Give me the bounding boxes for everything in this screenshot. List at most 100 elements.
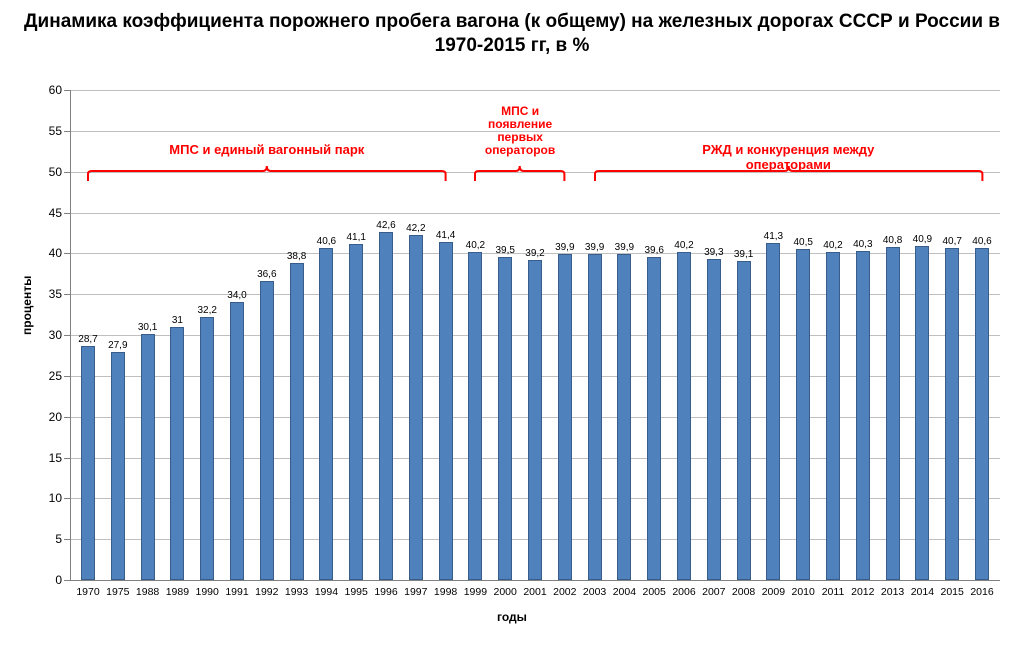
bar: 32,2 [200, 317, 214, 580]
bar: 39,2 [528, 260, 542, 580]
bar: 27,9 [111, 352, 125, 580]
bar-value-label: 40,7 [942, 236, 961, 247]
bar-value-label: 41,3 [764, 231, 783, 242]
plot-area: 05101520253035404550556028,7197027,91975… [70, 90, 1000, 580]
x-tick-label: 1999 [464, 586, 487, 598]
y-tick-label: 30 [49, 328, 62, 342]
bar: 28,7 [81, 346, 95, 580]
annotation-label: МПС и появление первых операторов [485, 105, 555, 158]
bar-value-label: 40,5 [793, 237, 812, 248]
x-tick-label: 2011 [822, 586, 845, 598]
bar: 39,6 [647, 257, 661, 580]
y-axis-line [70, 90, 71, 580]
bar-value-label: 39,5 [495, 245, 514, 256]
bar: 34,0 [230, 302, 244, 580]
bar-value-label: 27,9 [108, 340, 127, 351]
x-tick-label: 2013 [881, 586, 904, 598]
y-tick-label: 50 [49, 165, 62, 179]
x-tick-label: 1994 [315, 586, 338, 598]
bar: 40,6 [975, 248, 989, 580]
y-tick-label: 10 [49, 491, 62, 505]
bar: 41,4 [439, 242, 453, 580]
x-tick-label: 1993 [285, 586, 308, 598]
bar-value-label: 42,2 [406, 223, 425, 234]
bar: 41,1 [349, 244, 363, 580]
y-tick-mark [64, 580, 70, 581]
bar: 39,5 [498, 257, 512, 580]
gridline [70, 213, 1000, 214]
x-tick-label: 2008 [732, 586, 755, 598]
x-tick-label: 2007 [702, 586, 725, 598]
y-tick-label: 55 [49, 124, 62, 138]
bar-value-label: 39,1 [734, 249, 753, 260]
x-tick-label: 1991 [225, 586, 248, 598]
bar-value-label: 41,4 [436, 230, 455, 241]
x-tick-label: 2005 [643, 586, 666, 598]
y-tick-label: 5 [55, 532, 62, 546]
x-tick-label: 2012 [851, 586, 874, 598]
bar: 40,2 [826, 252, 840, 580]
x-tick-label: 1995 [345, 586, 368, 598]
x-tick-label: 2009 [762, 586, 785, 598]
bar: 40,8 [886, 247, 900, 580]
annotation-label: МПС и единый вагонный парк [169, 143, 364, 157]
bar: 39,1 [737, 261, 751, 580]
annotation-brace [88, 162, 446, 182]
bar-value-label: 40,3 [853, 239, 872, 250]
y-tick-label: 40 [49, 246, 62, 260]
bar-value-label: 39,3 [704, 247, 723, 258]
bar: 39,9 [617, 254, 631, 580]
x-tick-label: 2014 [911, 586, 934, 598]
x-tick-label: 2010 [792, 586, 815, 598]
x-tick-label: 1992 [255, 586, 278, 598]
bar: 40,5 [796, 249, 810, 580]
bar-value-label: 41,1 [346, 232, 365, 243]
x-tick-label: 1990 [196, 586, 219, 598]
chart-stage: Динамика коэффициента порожнего пробега … [0, 0, 1024, 664]
bar-value-label: 42,6 [376, 220, 395, 231]
x-tick-label: 1975 [106, 586, 129, 598]
y-tick-label: 20 [49, 410, 62, 424]
bar-value-label: 36,6 [257, 269, 276, 280]
x-axis-title: годы [0, 610, 1024, 624]
bar-value-label: 34,0 [227, 290, 246, 301]
bar: 36,6 [260, 281, 274, 580]
x-tick-label: 1988 [136, 586, 159, 598]
bar: 38,8 [290, 263, 304, 580]
bar: 39,9 [588, 254, 602, 580]
bar-value-label: 32,2 [197, 305, 216, 316]
bar: 39,9 [558, 254, 572, 580]
bar-value-label: 40,9 [913, 234, 932, 245]
y-tick-label: 35 [49, 287, 62, 301]
bar-value-label: 40,2 [674, 240, 693, 251]
bar: 42,2 [409, 235, 423, 580]
y-tick-label: 45 [49, 206, 62, 220]
x-tick-label: 2000 [494, 586, 517, 598]
bar-value-label: 30,1 [138, 322, 157, 333]
x-tick-label: 1998 [434, 586, 457, 598]
bar: 41,3 [766, 243, 780, 580]
bar: 42,6 [379, 232, 393, 580]
bar-value-label: 39,6 [644, 245, 663, 256]
bar: 39,3 [707, 259, 721, 580]
bar: 40,7 [945, 248, 959, 580]
y-tick-label: 60 [49, 83, 62, 97]
y-tick-label: 15 [49, 451, 62, 465]
bar-value-label: 39,9 [555, 242, 574, 253]
bar-value-label: 40,2 [823, 240, 842, 251]
bar-value-label: 40,6 [972, 236, 991, 247]
x-tick-label: 2002 [553, 586, 576, 598]
x-tick-label: 2006 [672, 586, 695, 598]
bar-value-label: 38,8 [287, 251, 306, 262]
y-tick-label: 25 [49, 369, 62, 383]
bar-value-label: 31 [172, 315, 183, 326]
gridline [70, 580, 1000, 581]
x-tick-label: 2001 [523, 586, 546, 598]
bar: 31 [170, 327, 184, 580]
bar: 40,2 [677, 252, 691, 580]
annotation-brace [475, 162, 564, 182]
bar: 40,2 [468, 252, 482, 580]
bar-value-label: 40,6 [317, 236, 336, 247]
x-tick-label: 1997 [404, 586, 427, 598]
bar: 40,6 [319, 248, 333, 580]
